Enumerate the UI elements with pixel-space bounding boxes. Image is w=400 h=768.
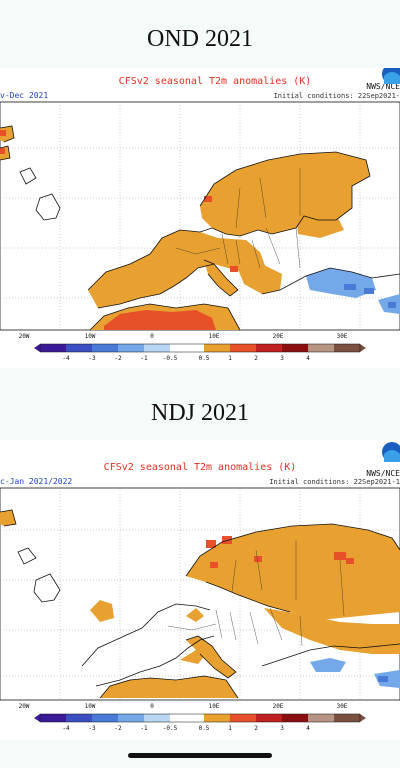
svg-text:-4: -4 (62, 725, 70, 732)
hot-anomaly-region (0, 130, 238, 330)
lon-axis: 20W 10W 0 10E 20E 30E (19, 333, 348, 340)
map-title: CFSv2 seasonal T2m anomalies (K) (104, 462, 297, 473)
coastlines (0, 125, 400, 331)
forecast-map-ond: CFSv2 seasonal T2m anomalies (K) v-Dec 2… (0, 68, 400, 368)
svg-text:-0.5: -0.5 (163, 725, 178, 732)
noaa-logo-icon (382, 442, 400, 462)
svg-text:2: 2 (254, 725, 258, 732)
svg-text:4: 4 (306, 355, 310, 362)
svg-text:-1: -1 (140, 355, 148, 362)
agency-label: NWS/NCE (366, 82, 400, 91)
section-title-ond: OND 2021 (147, 26, 253, 52)
svg-text:-3: -3 (88, 355, 96, 362)
noaa-logo-icon (382, 68, 400, 84)
svg-text:2: 2 (254, 355, 258, 362)
svg-text:1: 1 (228, 355, 232, 362)
initial-conditions: Initial conditions: 22Sep2021-1 (269, 478, 400, 486)
svg-text:20E: 20E (273, 333, 284, 340)
home-indicator[interactable] (128, 753, 272, 758)
cooler-anomaly-region (378, 676, 388, 682)
map-title: CFSv2 seasonal T2m anomalies (K) (119, 76, 312, 87)
svg-text:30E: 30E (337, 333, 348, 340)
map-area (0, 101, 400, 331)
colorbar: -4 -3 -2 -1 -0.5 0.5 1 2 3 4 (34, 343, 366, 362)
coastlines (0, 509, 400, 699)
svg-text:10E: 10E (209, 333, 220, 340)
svg-text:3: 3 (280, 725, 284, 732)
svg-text:0: 0 (150, 703, 154, 710)
cooler-anomaly-region (344, 284, 396, 308)
country-borders (167, 540, 345, 647)
svg-text:3: 3 (280, 355, 284, 362)
svg-text:-3: -3 (88, 725, 96, 732)
warm-anomaly-region (0, 510, 400, 698)
svg-text:30E: 30E (337, 703, 348, 710)
country-borders (175, 168, 301, 269)
svg-text:20W: 20W (19, 333, 30, 340)
hot-anomaly-region (206, 536, 354, 568)
svg-text:20E: 20E (273, 703, 284, 710)
svg-text:10W: 10W (85, 333, 96, 340)
map-area (0, 487, 400, 701)
period-label: v-Dec 2021 (0, 91, 48, 100)
svg-text:10W: 10W (85, 703, 96, 710)
svg-text:-2: -2 (114, 725, 122, 732)
forecast-map-ndj: CFSv2 seasonal T2m anomalies (K) c-Jan 2… (0, 440, 400, 740)
svg-text:0.5: 0.5 (199, 355, 210, 362)
period-label: c-Jan 2021/2022 (0, 477, 72, 486)
colorbar: -4 -3 -2 -1 -0.5 0.5 1 2 3 4 (34, 713, 366, 732)
svg-text:4: 4 (306, 725, 310, 732)
svg-text:-1: -1 (140, 725, 148, 732)
agency-label: NWS/NCE (366, 469, 400, 478)
lon-axis: 20W 10W 0 10E 20E 30E (19, 703, 348, 710)
svg-text:1: 1 (228, 725, 232, 732)
svg-text:0: 0 (150, 333, 154, 340)
svg-text:-4: -4 (62, 355, 70, 362)
svg-text:-2: -2 (114, 355, 122, 362)
section-title-ndj: NDJ 2021 (150, 400, 249, 426)
svg-text:10E: 10E (209, 703, 220, 710)
svg-text:-0.5: -0.5 (163, 355, 178, 362)
svg-text:20W: 20W (19, 703, 30, 710)
svg-text:0.5: 0.5 (199, 725, 210, 732)
initial-conditions: Initial conditions: 22Sep2021- (274, 92, 400, 100)
